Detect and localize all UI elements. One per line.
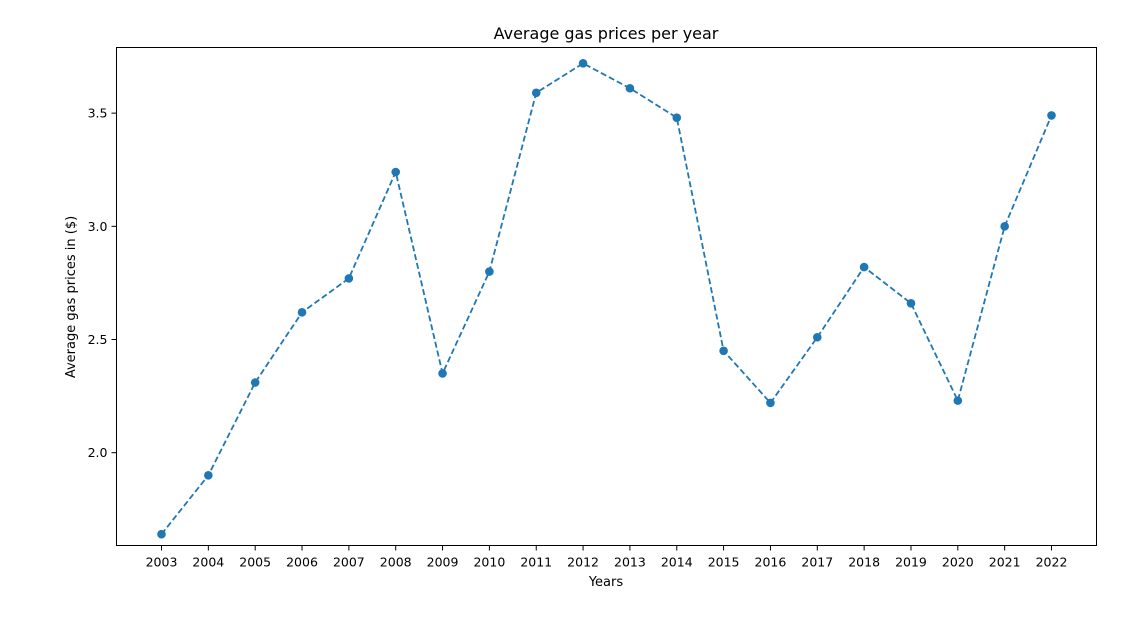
data-point [391, 167, 401, 177]
y-tick-label: 3.5 [88, 106, 108, 121]
data-point [812, 332, 822, 342]
data-point [578, 59, 588, 68]
x-axis-ticks: 2003 2004 2005 2006 2007 2008 2009 2010 2011 2012… [146, 545, 1068, 570]
x-tick-label: 2021 [989, 555, 1021, 570]
data-point [344, 274, 354, 283]
x-axis-label: Years [588, 575, 624, 590]
data-point [719, 346, 728, 356]
y-tick-label: 2.0 [88, 445, 108, 460]
x-tick-label: 2008 [380, 555, 412, 570]
data-point [953, 396, 963, 405]
data-point [531, 88, 541, 98]
x-tick-label: 2006 [286, 555, 318, 570]
data-point [625, 83, 635, 93]
x-tick-label: 2013 [614, 555, 646, 570]
x-tick-label: 2011 [520, 555, 552, 570]
x-tick-label: 2012 [567, 555, 599, 570]
x-tick-label: 2015 [708, 555, 740, 570]
plot-area-frame [116, 47, 1097, 546]
data-point [297, 308, 307, 317]
data-point [672, 113, 682, 122]
y-tick-label: 3.0 [88, 219, 108, 234]
x-tick-label: 2016 [755, 555, 787, 570]
data-point [157, 529, 166, 539]
data-point [250, 378, 260, 387]
x-tick-label: 2018 [848, 555, 880, 570]
x-tick-label: 2014 [661, 555, 693, 570]
x-tick-label: 2005 [239, 555, 271, 570]
x-tick-label: 2019 [895, 555, 927, 570]
x-tick-label: 2022 [1036, 555, 1068, 570]
x-tick-label: 2007 [333, 555, 365, 570]
data-point [1000, 222, 1009, 231]
data-point [766, 398, 775, 408]
x-tick-label: 2003 [146, 555, 178, 570]
x-tick-label: 2009 [427, 555, 459, 570]
data-point [1047, 111, 1056, 120]
y-tick-label: 2.5 [88, 332, 108, 347]
data-point [204, 471, 213, 480]
x-tick-label: 2004 [192, 555, 224, 570]
x-tick-label: 2017 [801, 555, 833, 570]
data-point [859, 262, 869, 272]
y-axis-ticks: 2.0 2.5 3.0 3.5 [88, 106, 117, 460]
series-line [160, 62, 1053, 535]
y-axis-label: Average gas prices in ($) [64, 216, 79, 378]
series-layer [157, 59, 1056, 539]
chart-title: Average gas prices per year [494, 24, 719, 43]
data-point [485, 267, 494, 276]
x-tick-label: 2020 [942, 555, 974, 570]
data-point [906, 298, 916, 308]
x-tick-label: 2010 [473, 555, 505, 570]
data-point [438, 369, 447, 378]
